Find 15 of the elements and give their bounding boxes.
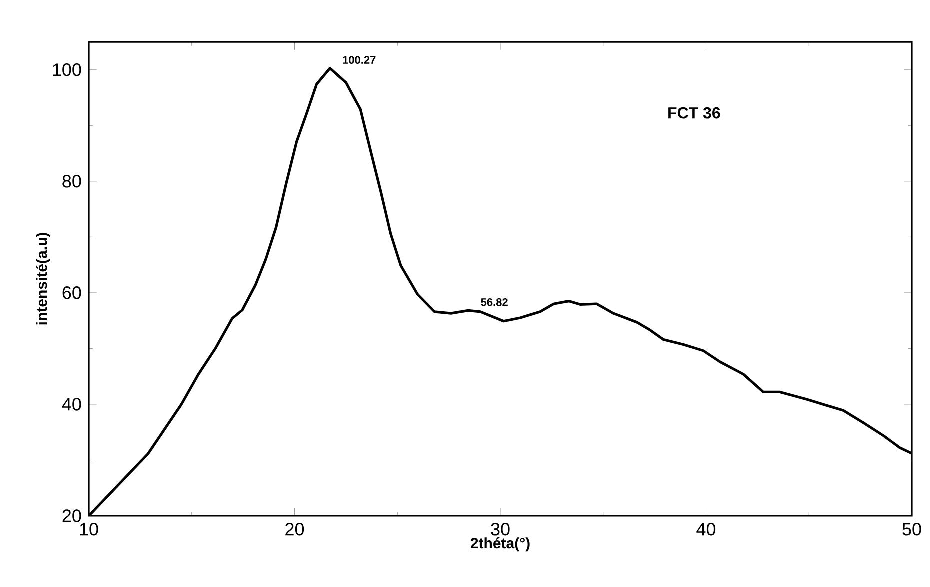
y-axis-title: intensité(a.u) <box>36 233 50 325</box>
x-tick-label: 20 <box>286 523 304 536</box>
x-tick-label: 10 <box>80 523 98 536</box>
y-tick-label: 60 <box>62 286 82 300</box>
x-axis-title: 2théta(°) <box>470 538 530 552</box>
y-tick-label: 20 <box>62 510 82 522</box>
x-tick-label: 30 <box>491 523 510 536</box>
annotation: 100.27 <box>343 56 376 64</box>
annotation: FCT 36 <box>668 107 720 119</box>
y-tick-label: 40 <box>62 398 82 411</box>
y-tick-label: 80 <box>62 175 82 188</box>
annotation: 56.82 <box>481 298 508 306</box>
x-tick-label: 50 <box>902 523 922 536</box>
y-tick-label: 100 <box>53 64 82 76</box>
x-tick-label: 40 <box>696 523 716 536</box>
